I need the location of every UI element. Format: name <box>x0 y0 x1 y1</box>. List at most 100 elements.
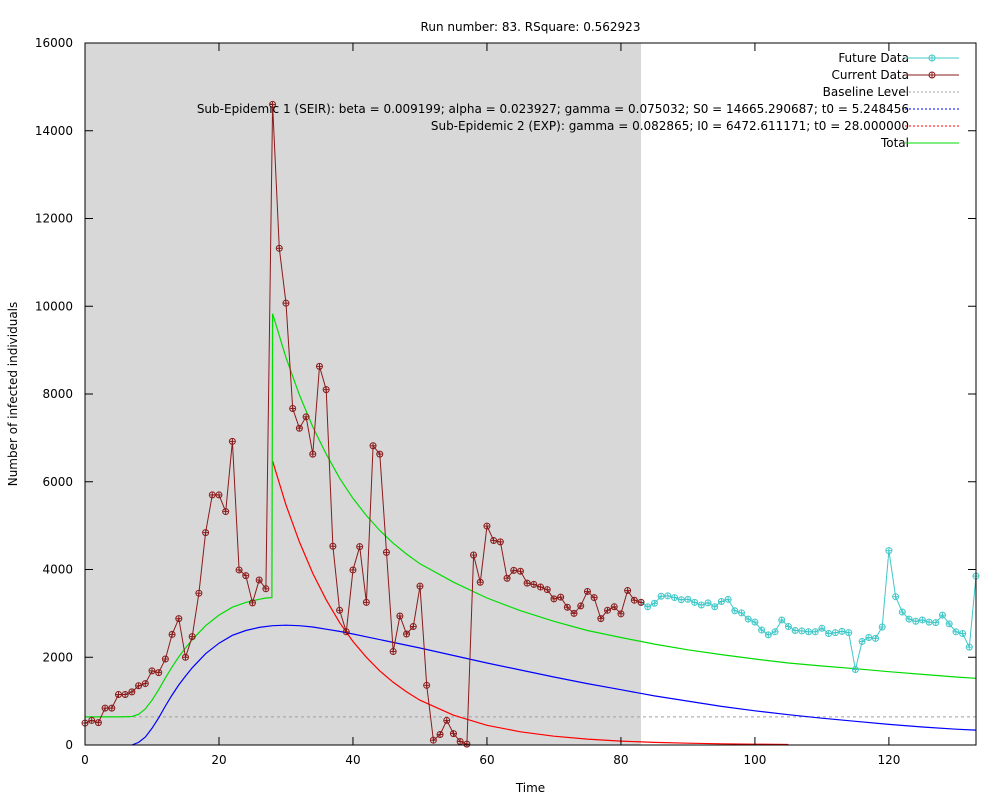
y-tick-label: 6000 <box>42 475 73 489</box>
future-data-point <box>711 603 719 611</box>
future-data-point <box>811 628 819 636</box>
future-data-point <box>644 603 652 611</box>
current-data-point <box>155 669 163 677</box>
current-data-point <box>583 587 591 595</box>
current-data-point <box>235 566 243 574</box>
x-tick-label: 120 <box>877 753 900 767</box>
current-data-point <box>382 548 390 556</box>
future-data-point <box>851 666 859 674</box>
future-data-point <box>858 637 866 645</box>
legend-item-exp: Sub-Epidemic 2 (EXP): gamma = 0.082865; … <box>431 119 959 133</box>
current-data-point <box>436 730 444 738</box>
current-data-point <box>617 610 625 618</box>
current-data-point <box>242 572 250 580</box>
future-data-point <box>959 630 967 638</box>
current-data-point <box>496 538 504 546</box>
current-data-point <box>262 585 270 593</box>
current-data-point <box>222 508 230 516</box>
current-data-point <box>503 574 511 582</box>
future-data-point <box>664 592 672 600</box>
current-data-point <box>188 633 196 641</box>
current-data-point <box>516 567 524 575</box>
legend-label: Total <box>880 136 909 150</box>
current-data-point <box>570 609 578 617</box>
future-data-point <box>671 594 679 602</box>
current-data-point <box>248 599 256 607</box>
current-data-point <box>108 704 116 712</box>
current-data-point <box>423 681 431 689</box>
x-axis-label: Time <box>515 781 545 795</box>
current-data-point <box>624 587 632 595</box>
x-tick-label: 40 <box>345 753 360 767</box>
future-data-point <box>945 620 953 628</box>
current-data-point <box>376 450 384 458</box>
current-data-point <box>289 404 297 412</box>
future-data-point <box>825 630 833 638</box>
current-data-point <box>202 529 210 537</box>
future-data-point <box>751 618 759 626</box>
legend-item-future: Future Data <box>838 51 959 65</box>
future-data-point <box>771 628 779 636</box>
current-data-point <box>416 582 424 590</box>
future-data-point <box>724 595 732 603</box>
current-data-point <box>530 580 538 588</box>
current-data-point <box>309 450 317 458</box>
current-data-point <box>161 655 169 663</box>
current-data-point <box>597 615 605 623</box>
future-data-point <box>805 628 813 636</box>
current-data-point <box>88 716 96 724</box>
future-data-point <box>717 598 725 606</box>
future-data-point <box>872 634 880 642</box>
y-tick-label: 0 <box>65 738 73 752</box>
legend-item-baseline: Baseline Level <box>823 85 959 99</box>
chart-title: Run number: 83. RSquare: 0.562923 <box>421 20 641 34</box>
current-data-point <box>315 362 323 370</box>
future-data-point <box>865 634 873 642</box>
current-data-point <box>362 598 370 606</box>
future-data-point <box>905 615 913 623</box>
current-data-point <box>356 543 364 551</box>
current-data-point <box>429 736 437 744</box>
current-data-point <box>255 576 263 584</box>
future-data-point <box>744 615 752 623</box>
future-data-point <box>912 617 920 625</box>
legend: Future Data Current Data Baseline Level Sub… <box>197 51 959 150</box>
current-data-point <box>168 630 176 638</box>
current-data-point <box>121 691 129 699</box>
current-data-point <box>389 648 397 656</box>
future-data-point <box>898 608 906 616</box>
current-data-point <box>563 603 571 611</box>
current-data-point <box>470 551 478 559</box>
legend-label: Sub-Epidemic 2 (EXP): gamma = 0.082865; … <box>431 119 909 133</box>
future-data-point <box>778 616 786 624</box>
current-data-point <box>349 566 357 574</box>
current-data-point <box>476 578 484 586</box>
current-data-point <box>208 491 216 499</box>
current-data-point <box>537 583 545 591</box>
current-data-point <box>114 691 122 699</box>
future-data-point <box>697 601 705 609</box>
current-data-point <box>228 437 236 445</box>
current-data-point <box>543 586 551 594</box>
current-data-point <box>403 630 411 638</box>
future-data-point <box>831 629 839 637</box>
future-data-point <box>784 623 792 631</box>
x-tick-label: 20 <box>211 753 226 767</box>
future-data-point <box>738 609 746 617</box>
current-data-point <box>195 589 203 597</box>
current-data-point <box>295 424 303 432</box>
current-data-point <box>630 596 638 604</box>
current-data-point <box>336 606 344 614</box>
sub-epidemic-2-curve <box>272 460 789 746</box>
future-data-point <box>650 599 658 607</box>
future-data-point <box>791 626 799 634</box>
y-tick-label: 14000 <box>35 124 73 138</box>
current-data-point <box>443 716 451 724</box>
legend-label: Sub-Epidemic 1 (SEIR): beta = 0.009199; … <box>197 102 909 116</box>
future-data-point <box>684 595 692 603</box>
current-data-point <box>396 612 404 620</box>
legend-item-total: Total <box>880 136 959 150</box>
future-data-point <box>952 628 960 636</box>
current-data-point <box>101 704 109 712</box>
